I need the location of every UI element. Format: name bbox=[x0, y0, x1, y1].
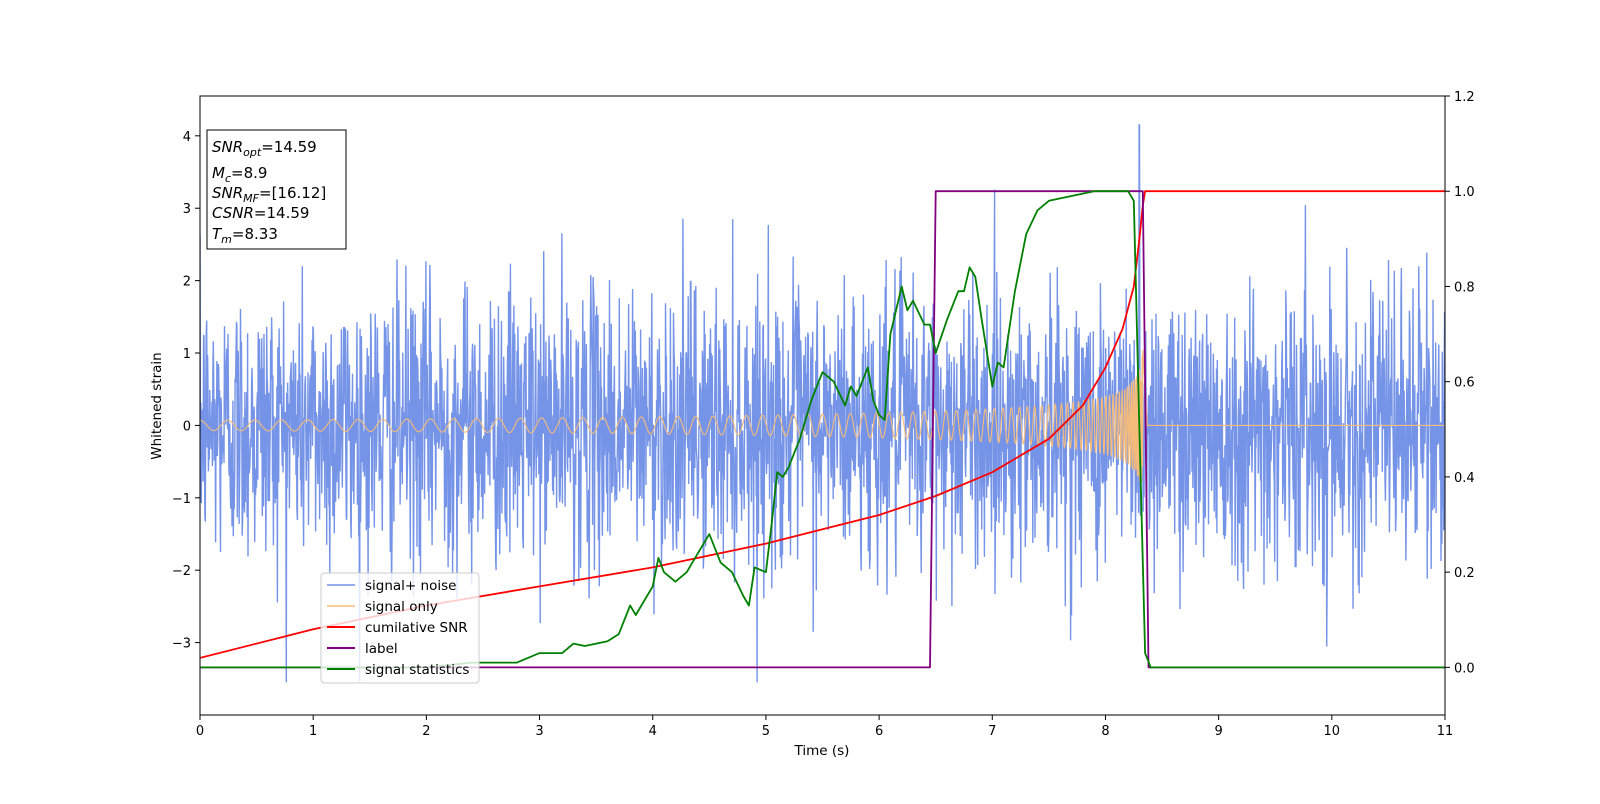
plot-frame bbox=[199, 95, 1446, 716]
info-line: Tm=8.33 bbox=[212, 225, 278, 246]
y-axis-label: Whitened strain bbox=[149, 352, 165, 459]
y-tick-label: 2 bbox=[183, 275, 191, 290]
y-axis-right: 0.0 0.2 0.4 0.6 0.8 1.0 1.2 bbox=[1445, 90, 1475, 676]
x-tick-label: 4 bbox=[649, 724, 657, 739]
legend-label: cumilative SNR bbox=[365, 620, 468, 636]
x-tick-label: 1 bbox=[309, 724, 317, 739]
x-tick-label: 10 bbox=[1324, 724, 1341, 739]
y-tick-label: 0 bbox=[183, 419, 191, 434]
x-tick-label: 6 bbox=[875, 724, 883, 739]
info-line: SNRopt=14.59 bbox=[212, 138, 317, 159]
series-cumilative-snr bbox=[200, 190, 1445, 659]
info-line: CSNR=14.59 bbox=[212, 204, 309, 222]
info-box-frame bbox=[206, 129, 347, 250]
x-axis-label: Time (s) bbox=[794, 743, 850, 759]
x-tick-label: 0 bbox=[196, 724, 204, 739]
y2-tick-label: 0.2 bbox=[1454, 566, 1475, 581]
info-line: Mc=8.9 bbox=[212, 164, 267, 185]
y-axis-left: −3 −2 −1 0 1 2 3 4 bbox=[172, 130, 200, 652]
legend-label: label bbox=[365, 641, 398, 657]
y2-tick-label: 0.6 bbox=[1454, 376, 1475, 391]
legend-label: signal statistics bbox=[365, 662, 469, 678]
y2-tick-label: 1.2 bbox=[1454, 90, 1475, 105]
legend-label: signal+ noise bbox=[365, 578, 456, 594]
y-tick-label: 3 bbox=[183, 202, 191, 217]
x-tick-label: 11 bbox=[1437, 724, 1454, 739]
info-line: SNRMF=[16.12] bbox=[212, 184, 326, 205]
x-tick-label: 5 bbox=[762, 724, 770, 739]
series-signal-statistics bbox=[200, 190, 1445, 669]
x-tick-label: 2 bbox=[422, 724, 430, 739]
y2-tick-label: 0.0 bbox=[1454, 661, 1475, 676]
y2-tick-label: 0.8 bbox=[1454, 280, 1475, 295]
x-tick-label: 9 bbox=[1214, 724, 1222, 739]
x-tick-label: 8 bbox=[1101, 724, 1109, 739]
y-tick-label: 1 bbox=[183, 347, 191, 362]
y-tick-label: 4 bbox=[183, 130, 191, 145]
legend: signal+ noise signal only cumilative SNR la… bbox=[320, 572, 480, 684]
x-tick-label: 3 bbox=[535, 724, 543, 739]
series-signal-noise bbox=[200, 124, 1445, 683]
x-axis: 0 1 2 3 4 5 6 7 8 9 10 11 bbox=[196, 715, 1453, 739]
y-tick-label: −3 bbox=[172, 637, 191, 652]
info-box: SNRopt=14.59 Mc=8.9SNRMF=[16.12]CSNR=14.5… bbox=[206, 129, 347, 250]
y2-tick-label: 1.0 bbox=[1454, 185, 1475, 200]
legend-frame bbox=[320, 572, 480, 684]
y-tick-label: −1 bbox=[172, 492, 191, 507]
y2-tick-label: 0.4 bbox=[1454, 471, 1475, 486]
legend-label: signal only bbox=[365, 599, 438, 615]
series-signal-only bbox=[200, 349, 1445, 483]
x-tick-label: 7 bbox=[988, 724, 996, 739]
plot-area bbox=[200, 124, 1445, 683]
y-tick-label: −2 bbox=[172, 564, 191, 579]
